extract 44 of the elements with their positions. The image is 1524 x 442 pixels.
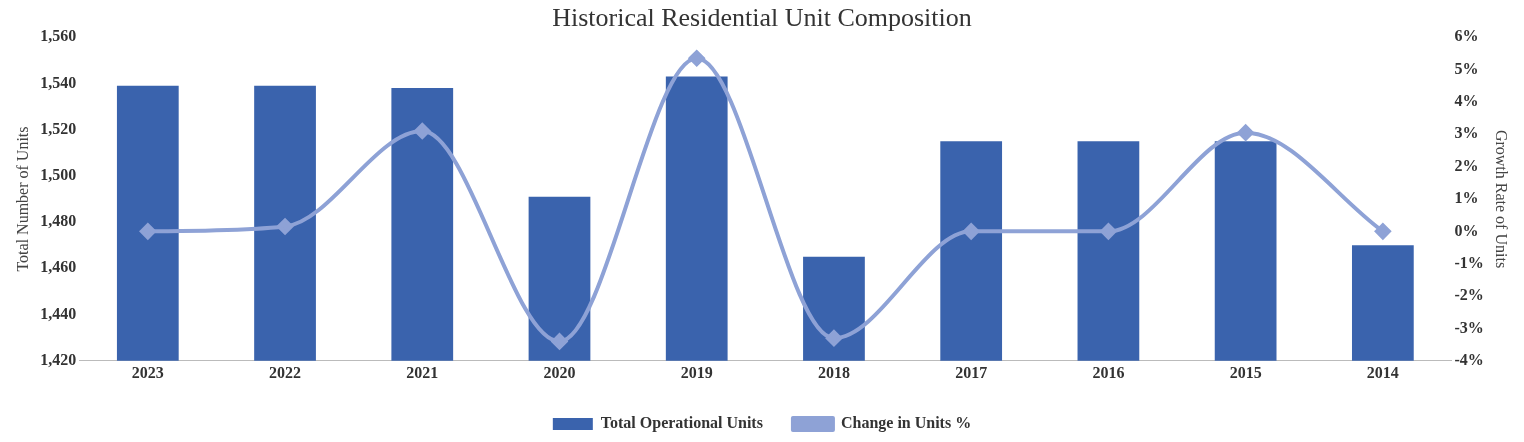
point — [414, 123, 431, 140]
point — [1100, 223, 1117, 240]
x-tick-label: 2019 — [680, 363, 713, 381]
x-tick-label: 2015 — [1229, 363, 1262, 381]
x-tick-label: 2022 — [269, 363, 302, 381]
y2-tick-label: 2% — [1454, 156, 1479, 174]
legend-label: Change in Units % — [840, 414, 972, 433]
point — [825, 330, 842, 347]
y2-tick-label: -2% — [1454, 286, 1484, 304]
y2-tick-label: 6% — [1454, 27, 1479, 45]
point — [963, 223, 980, 240]
x-tick-label: 2021 — [406, 363, 439, 381]
x-tick-label: 2018 — [817, 363, 850, 381]
y2-tick-label: 1% — [1454, 189, 1479, 207]
y2-tick-label: -1% — [1454, 253, 1484, 271]
x-tick-label: 2020 — [543, 363, 576, 381]
y-tick-label: 1,560 — [40, 27, 77, 45]
point — [1374, 223, 1391, 240]
point — [139, 223, 156, 240]
y2-tick-label: 5% — [1454, 59, 1479, 77]
y-tick-label: 1,440 — [40, 304, 77, 322]
chart-title: Historical Residential Unit Composition — [552, 3, 972, 33]
x-tick-label: 2014 — [1366, 363, 1399, 381]
y2-tick-label: -3% — [1454, 318, 1484, 336]
y-tick-label: 1,520 — [40, 119, 77, 137]
y2-tick-label: 4% — [1454, 92, 1479, 110]
y-tick-label: 1,480 — [40, 212, 77, 230]
point — [688, 50, 705, 67]
y-tick-label: 1,500 — [40, 166, 77, 184]
point — [551, 333, 568, 350]
point — [1237, 124, 1254, 141]
x-tick-label: 2023 — [131, 363, 164, 381]
y-tick-label: 1,420 — [40, 350, 77, 368]
y-tick-label: 1,540 — [40, 73, 77, 91]
x-tick-label: 2016 — [1092, 363, 1125, 381]
legend-label: Total Operational Units — [600, 414, 763, 433]
point — [277, 218, 294, 235]
x-tick-label: 2017 — [955, 363, 988, 381]
y-tick-label: 1,460 — [40, 258, 77, 276]
y-axis-title: Total Number of Units — [13, 126, 31, 272]
y2-axis-title: Growth Rate of Units — [1493, 129, 1511, 269]
y2-tick-label: 0% — [1454, 221, 1479, 239]
y2-tick-label: -4% — [1454, 350, 1484, 368]
y2-tick-label: 3% — [1454, 124, 1479, 142]
